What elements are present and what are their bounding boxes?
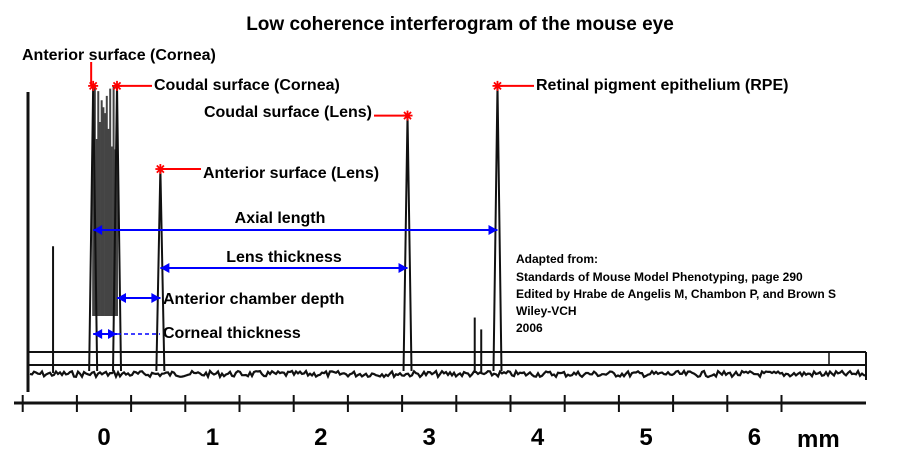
peak-label-rpe: Retinal pigment epithelium (RPE) xyxy=(536,77,788,94)
measure-arrowhead xyxy=(108,329,118,339)
star-ray xyxy=(493,81,502,91)
source-line: Standards of Mouse Model Phenotyping, pa… xyxy=(516,270,803,284)
peak-marker-star xyxy=(492,80,503,91)
trace-peak-2 xyxy=(155,169,166,372)
measure-arrowhead xyxy=(117,293,127,303)
peak-label-anterior-lens: Anterior surface (Lens) xyxy=(203,165,379,182)
baseline-noise xyxy=(29,368,867,380)
peak-marker-star xyxy=(402,110,413,121)
star-ray xyxy=(156,164,165,174)
x-tick-label: 3 xyxy=(423,424,436,449)
measure-arrowhead xyxy=(151,293,161,303)
peak-label-coudal-cornea: Coudal surface (Cornea) xyxy=(154,77,340,94)
source-line: 2006 xyxy=(516,321,543,335)
source-note: Adapted from: Standards of Mouse Model P… xyxy=(516,252,836,335)
measure-arrowhead xyxy=(398,263,408,273)
chart-title: Low coherence interferogram of the mouse… xyxy=(246,14,674,35)
trace-peak-4 xyxy=(492,85,503,372)
lens-thickness-label: Lens thickness xyxy=(226,249,342,266)
star-ray xyxy=(88,81,98,91)
source-line: Adapted from: xyxy=(516,252,598,266)
measure-arrowhead xyxy=(93,225,103,235)
anterior-chamber-depth-label: Anterior chamber depth xyxy=(163,291,344,308)
x-tick-label: 5 xyxy=(639,424,652,449)
peak-label-coudal-lens: Coudal surface (Lens) xyxy=(204,104,372,121)
peak-marker-star xyxy=(88,80,99,91)
source-line: Wiley-VCH xyxy=(516,304,577,318)
measure-arrowhead xyxy=(488,225,498,235)
star-ray xyxy=(112,81,122,91)
source-line: Edited by Hrabe de Angelis M, Chambon P,… xyxy=(516,287,836,301)
axial-length-label: Axial length xyxy=(235,210,326,227)
peak-marker-star xyxy=(112,80,123,91)
x-tick-label: 0 xyxy=(97,424,110,449)
star-ray xyxy=(403,111,412,120)
peak-label-anterior-cornea: Anterior surface (Cornea) xyxy=(22,47,216,64)
measure-arrowhead xyxy=(160,263,170,273)
x-axis-unit-label: mm xyxy=(797,426,840,449)
corneal-thickness-label: Corneal thickness xyxy=(163,325,301,342)
x-tick-label: 1 xyxy=(206,424,219,449)
x-tick-label: 2 xyxy=(314,424,327,449)
measure-arrowhead xyxy=(93,329,103,339)
trace-peak-3 xyxy=(402,115,413,372)
peak-marker-star xyxy=(155,164,166,175)
x-tick-label: 4 xyxy=(531,424,545,449)
x-tick-label: 6 xyxy=(748,424,761,449)
